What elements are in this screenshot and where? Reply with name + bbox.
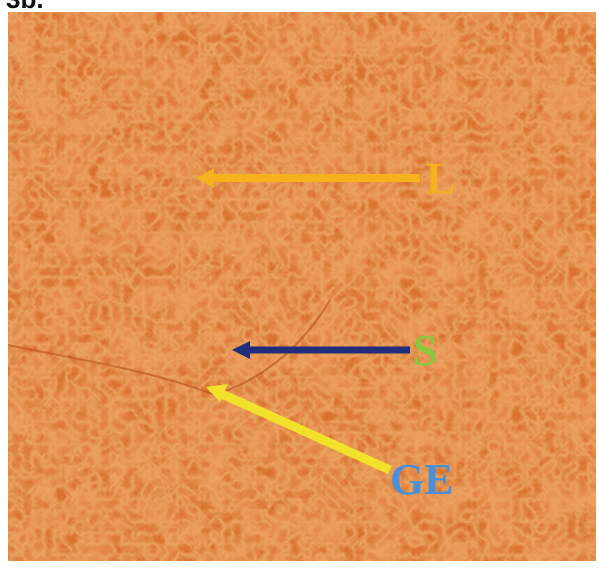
label-s: S [413,326,437,375]
page: {"panel_label": "3b.", "annotations": [{… [0,0,599,568]
figure: 3b. L S GE [0,0,599,568]
micrograph [8,12,596,561]
label-l: L [426,154,455,203]
label-ge: GE [390,455,454,504]
panel-label: 3b. [6,0,44,14]
